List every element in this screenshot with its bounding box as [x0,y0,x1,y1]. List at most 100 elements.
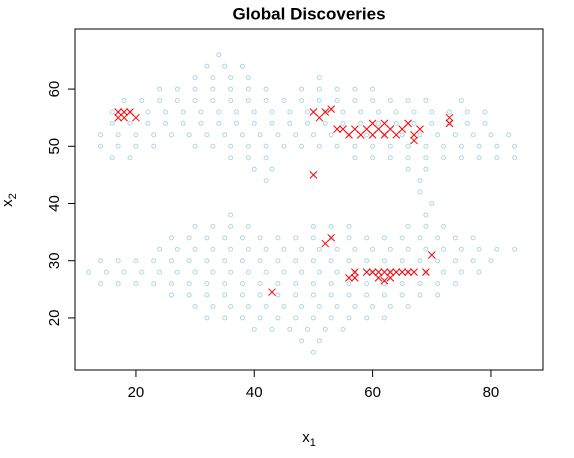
discovery-marker [268,288,276,297]
search-point [464,109,470,115]
search-point [174,98,180,104]
search-point [346,223,352,229]
search-point [299,269,305,275]
search-point [310,315,316,321]
search-point [239,315,245,321]
search-point [257,258,263,264]
search-point [174,246,180,252]
search-point [405,269,411,275]
search-point [358,109,364,115]
search-point [239,132,245,138]
search-point [157,269,163,275]
search-point [506,132,512,138]
search-point [417,281,423,287]
search-point [168,132,174,138]
search-point [186,132,192,138]
search-point [381,292,387,298]
search-point [263,86,269,92]
search-point [210,86,216,92]
search-point [364,132,370,138]
search-point [257,132,263,138]
search-point [222,235,228,241]
search-point [322,109,328,115]
search-point [476,155,482,161]
search-point [198,109,204,115]
search-point [441,143,447,149]
search-point [310,223,316,229]
discovery-marker [404,119,412,128]
search-point [275,292,281,298]
search-point [370,143,376,149]
search-point [370,98,376,104]
search-point [399,258,405,264]
search-point [186,281,192,287]
search-point [299,246,305,252]
search-point [222,63,228,69]
search-point [494,246,500,252]
search-point [423,98,429,104]
discovery-marker [327,105,336,113]
search-point [417,178,423,184]
search-point [376,120,382,126]
search-point [310,258,316,264]
discovery-marker [392,268,401,277]
search-point [340,326,346,332]
search-point [328,281,334,287]
search-point [139,98,145,104]
search-point [364,235,370,241]
search-point [192,86,198,92]
search-point [405,223,411,229]
y-tick-label: 30 [46,252,63,269]
search-point [387,98,393,104]
search-point [151,281,157,287]
search-point [275,258,281,264]
search-point [204,258,210,264]
search-point [299,143,305,149]
search-point [328,223,334,229]
search-point [464,120,470,126]
search-point [352,86,358,92]
search-point [352,303,358,309]
search-point [293,292,299,298]
search-point [370,303,376,309]
search-point [494,155,500,161]
search-point [204,63,210,69]
search-point [222,315,228,321]
search-point [281,269,287,275]
search-point [381,132,387,138]
search-point [263,303,269,309]
search-point [115,143,121,149]
search-point [245,75,251,81]
search-point [157,98,163,104]
search-point [429,120,435,126]
search-point [441,246,447,252]
search-point [316,143,322,149]
search-point [316,303,322,309]
discovery-marker [445,113,454,122]
search-point [245,303,251,309]
search-point [251,326,257,332]
search-point [103,269,109,275]
search-point [228,223,234,229]
search-point [210,246,216,252]
search-point [269,326,275,332]
search-point [216,120,222,126]
search-point [346,292,352,298]
search-point [387,269,393,275]
search-point [334,86,340,92]
search-point [370,246,376,252]
y-label-sub: 2 [7,193,19,199]
search-point [204,281,210,287]
search-point [346,132,352,138]
search-point [423,155,429,161]
search-point [405,155,411,161]
search-point [435,281,441,287]
search-point [399,281,405,287]
search-point [269,166,275,172]
search-point [458,246,464,252]
search-point [239,258,245,264]
search-point [228,303,234,309]
search-point [115,132,121,138]
search-point [429,109,435,115]
